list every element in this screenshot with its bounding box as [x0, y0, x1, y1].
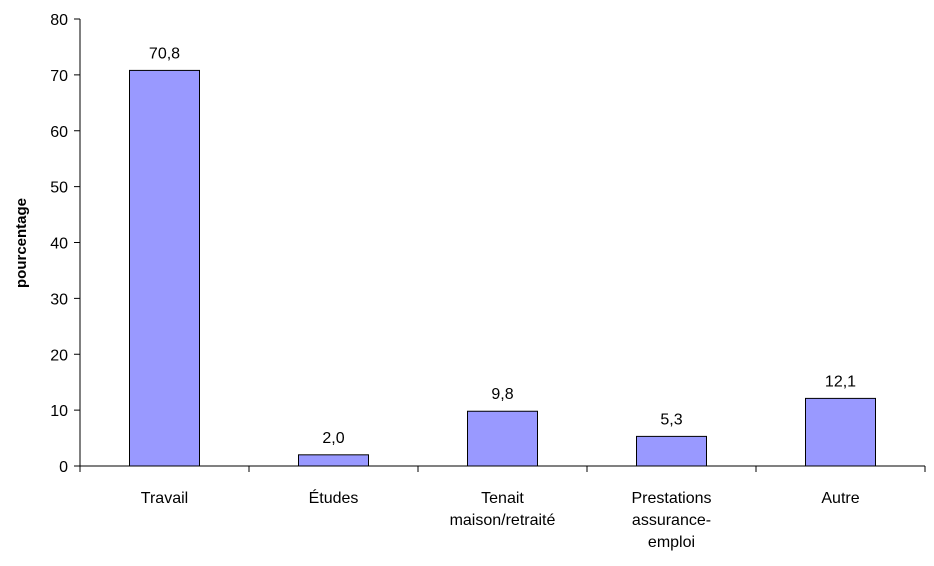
- axes: 0 10 20 30 40 50 60 70 80: [50, 12, 926, 476]
- category-label: Autre: [821, 490, 859, 507]
- bar: [636, 435, 707, 467]
- data-label: 5,3: [660, 411, 682, 428]
- y-tick-label: 50: [50, 180, 68, 197]
- category-label: Études: [309, 488, 359, 507]
- bar: [805, 397, 876, 467]
- bars: [129, 69, 876, 467]
- category-label-line: Tenait: [481, 490, 524, 507]
- category-label-line: emploi: [648, 534, 695, 551]
- data-label: 12,1: [825, 373, 856, 390]
- category-label-line: Prestations: [631, 490, 711, 507]
- y-axis-title: pourcentage: [13, 198, 30, 288]
- labels: 70,8 Travail 2,0 Études 9,8 Tenait maison/retr…: [141, 45, 860, 551]
- category-label-line: Travail: [141, 490, 188, 507]
- y-tick-label: 0: [59, 459, 68, 476]
- bar: [467, 410, 538, 467]
- data-label: 70,8: [149, 45, 180, 62]
- category-label-line: Études: [309, 488, 359, 507]
- y-tick-label: 40: [50, 236, 68, 253]
- y-tick-label: 10: [50, 403, 68, 420]
- y-tick-label: 70: [50, 68, 68, 85]
- data-label: 2,0: [322, 430, 344, 447]
- y-tick-label: 20: [50, 347, 68, 364]
- bar: [129, 69, 200, 467]
- category-label: Prestations assurance-emploi: [631, 490, 711, 551]
- category-label: Travail: [141, 490, 188, 507]
- category-label-line: Autre: [821, 490, 859, 507]
- data-label: 9,8: [491, 386, 513, 403]
- category-label-line: assurance-: [632, 512, 711, 529]
- category-label-line: maison/retraité: [450, 512, 556, 529]
- y-tick-label: 60: [50, 124, 68, 141]
- y-tick-label: 30: [50, 291, 68, 308]
- y-tick-label: 80: [50, 12, 68, 29]
- category-label: Tenait maison/retraité: [450, 490, 556, 529]
- bar: [298, 454, 369, 467]
